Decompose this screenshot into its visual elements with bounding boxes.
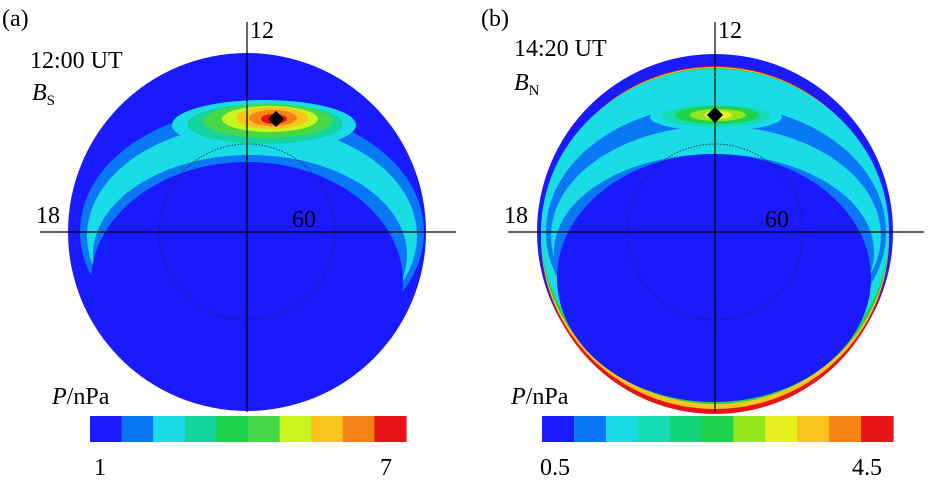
panel-a-label: (a): [2, 6, 29, 32]
time-label-b: 14:20 UT: [514, 36, 607, 62]
colorbar-swatch: [279, 416, 312, 442]
cusp-marker-b: [707, 107, 723, 123]
colorbar-swatch: [121, 416, 154, 442]
colorbar-swatch: [90, 416, 123, 442]
polar-plot-a: [40, 22, 456, 412]
colorbar-max-a: 7: [380, 455, 392, 481]
polar-plot-b: [508, 22, 924, 414]
colorbar-unit-b: /nPa: [526, 384, 569, 410]
panel-b: (b): [481, 6, 924, 481]
lat-label-b: 60: [765, 207, 789, 233]
colorbar-swatch: [797, 416, 830, 442]
field-main-a: B: [32, 80, 47, 106]
colorbar-title-a: P/nPa: [51, 384, 110, 410]
mlt-noon-label-a: 12: [250, 18, 274, 44]
colorbar-swatch: [573, 416, 607, 442]
polar-cap-b: [557, 154, 871, 402]
colorbar-swatch: [861, 416, 894, 442]
colorbar-var-b: P: [510, 384, 526, 410]
field-label-a: BS: [32, 80, 55, 109]
colorbar-max-b: 4.5: [852, 455, 882, 481]
panel-a: (a) 12 18 60 12:00 U: [2, 6, 456, 481]
mlt-dusk-label-b: 18: [504, 203, 528, 229]
colorbar-swatch: [153, 416, 186, 442]
field-sub-b: N: [529, 83, 540, 99]
mlt-dusk-label-a: 18: [36, 203, 60, 229]
colorbar-swatch: [311, 416, 344, 442]
colorbar-swatch: [701, 416, 735, 442]
colorbar-swatch: [605, 416, 639, 442]
lat-label-a: 60: [292, 207, 316, 233]
panel-b-label: (b): [481, 6, 509, 32]
colorbar-swatch: [765, 416, 798, 442]
colorbar-swatch: [733, 416, 766, 442]
colorbar-var-a: P: [51, 384, 67, 410]
colorbar-swatch: [542, 416, 575, 442]
colorbar-min-b: 0.5: [540, 455, 570, 481]
colorbar-b: [542, 416, 894, 442]
colorbar-swatch: [829, 416, 862, 442]
field-label-b: BN: [514, 70, 540, 99]
colorbar-a: [90, 416, 407, 442]
colorbar-swatch: [374, 416, 407, 442]
field-sub-a: S: [47, 93, 55, 109]
mlt-noon-label-b: 12: [718, 18, 742, 44]
colorbar-swatch: [184, 416, 217, 442]
colorbar-min-a: 1: [94, 455, 106, 481]
colorbar-swatch: [248, 416, 281, 442]
colorbar-swatch: [637, 416, 671, 442]
colorbar-title-b: P/nPa: [510, 384, 569, 410]
colorbar-unit-a: /nPa: [67, 384, 110, 410]
colorbar-swatch: [342, 416, 375, 442]
time-label-a: 12:00 UT: [30, 48, 123, 74]
cusp-marker-a: [268, 111, 284, 127]
field-main-b: B: [514, 70, 529, 96]
colorbar-swatch: [216, 416, 249, 442]
colorbar-swatch: [669, 416, 703, 442]
